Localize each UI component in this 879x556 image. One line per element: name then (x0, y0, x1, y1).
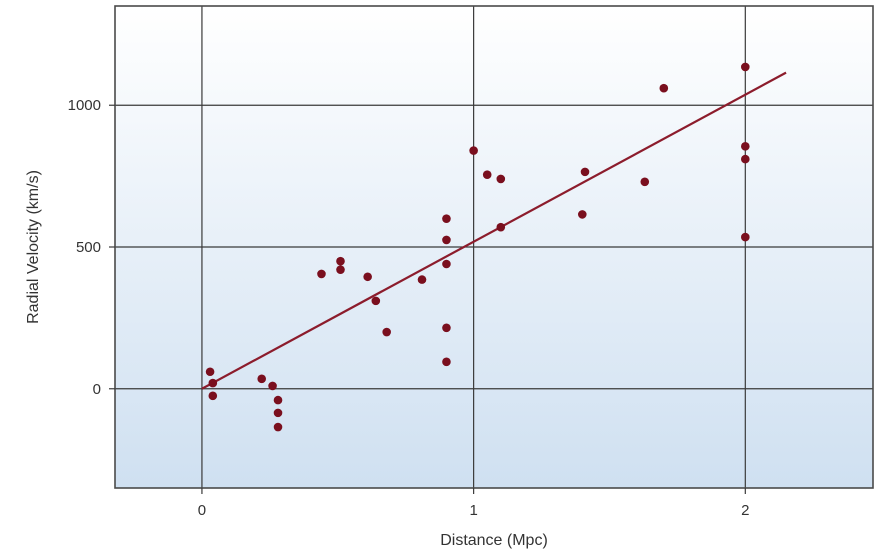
data-point (317, 269, 326, 279)
y-axis-ticks: 0 500 1000 (68, 97, 115, 398)
data-point (442, 323, 451, 333)
data-point (273, 395, 283, 405)
data-point (659, 83, 669, 93)
data-point (273, 422, 283, 432)
data-point (371, 296, 381, 306)
x-axis-title: Distance (Mpc) (440, 532, 548, 549)
data-point (205, 367, 215, 377)
data-point (442, 214, 451, 223)
x-tick-label: 0 (198, 502, 206, 519)
y-tick-label: 500 (76, 239, 101, 256)
data-point (336, 256, 345, 266)
fit-line-layer (201, 71, 787, 390)
y-tick-label: 1000 (68, 97, 101, 114)
data-point (741, 62, 750, 72)
x-tick-label: 2 (741, 502, 749, 519)
x-axis-ticks: 0 1 2 (198, 488, 749, 519)
y-axis-title: Radial Velocity (km/s) (25, 170, 42, 324)
grid-lines (115, 6, 873, 488)
data-point (496, 174, 506, 184)
data-point (741, 142, 750, 151)
data-point (336, 265, 345, 274)
data-point (208, 378, 218, 388)
data-point (741, 154, 750, 164)
data-point (496, 222, 506, 232)
data-point (442, 235, 451, 245)
data-point (482, 170, 492, 179)
data-point (640, 177, 650, 187)
x-tick-label: 1 (469, 502, 477, 519)
data-points (205, 62, 750, 432)
data-point (363, 272, 372, 282)
data-point (257, 374, 267, 384)
data-point (469, 146, 478, 155)
data-point (580, 167, 590, 177)
fit-line (201, 71, 787, 390)
data-point (577, 210, 587, 219)
y-tick-label: 0 (93, 381, 101, 398)
data-point (208, 391, 218, 401)
data-point (268, 381, 277, 391)
data-point (442, 259, 451, 269)
data-point (273, 408, 283, 418)
data-point (417, 275, 427, 284)
data-point (382, 327, 391, 337)
data-point (741, 232, 750, 242)
data-point (442, 357, 451, 367)
